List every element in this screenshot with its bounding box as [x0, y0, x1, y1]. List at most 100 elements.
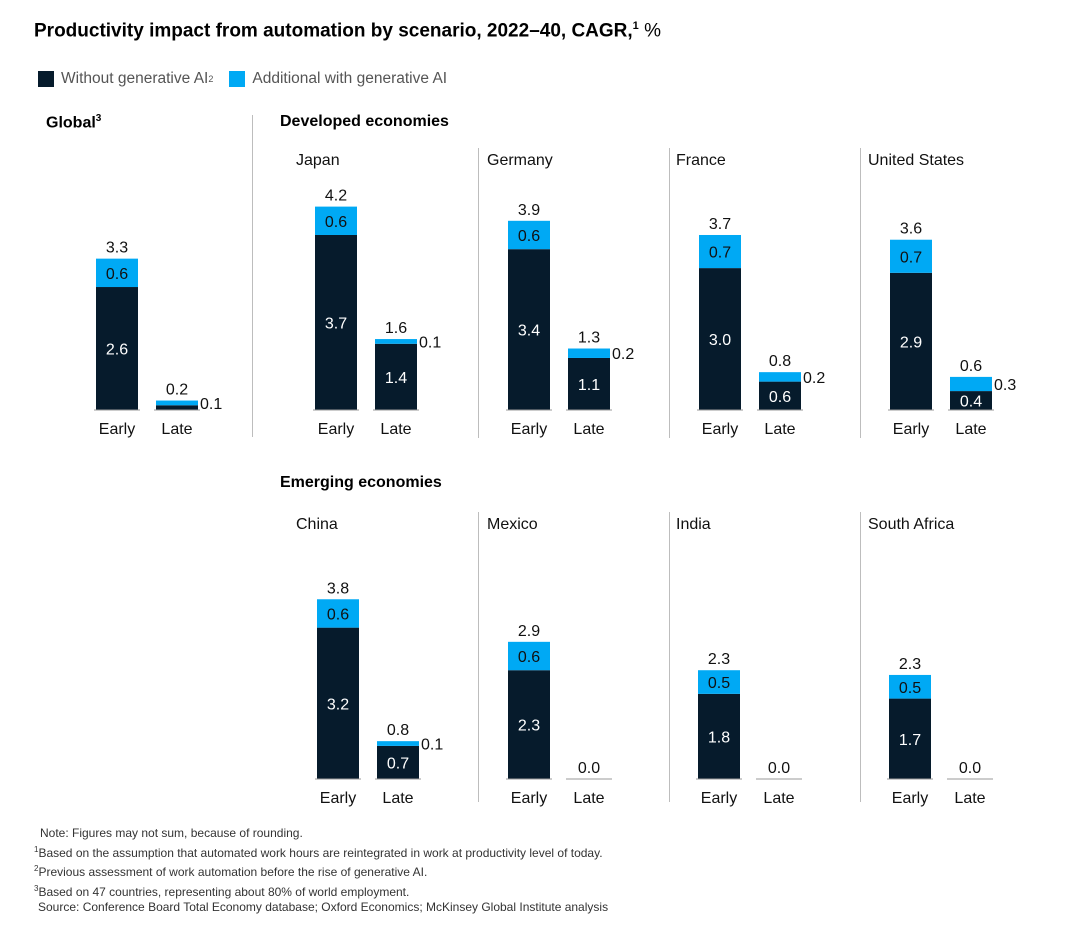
panel-title-united-states: United States	[868, 152, 964, 169]
bar-global-late-addon	[156, 400, 198, 406]
bar-japan-late-total-label: 1.6	[385, 320, 407, 337]
bar-france-late-addon	[759, 372, 801, 382]
bar-united-states-late-base	[950, 391, 992, 410]
footnote-1: 1Based on the assumption that automated …	[34, 844, 603, 860]
bar-global-early-addon-label: 0.6	[106, 266, 128, 283]
bar-germany-late-addon	[568, 348, 610, 358]
bar-mexico-early-total-label: 2.9	[518, 623, 540, 640]
bar-china-early-addon-label: 0.6	[327, 606, 349, 623]
bar-mexico-late-category-label: Late	[573, 790, 604, 807]
bar-mexico-early-addon	[508, 641, 550, 671]
bar-south-africa-late-category-label: Late	[954, 790, 985, 807]
bar-south-africa-early-total-label: 2.3	[899, 656, 921, 673]
legend-item-additional-genai: Additional with generative AI	[229, 70, 447, 88]
bar-global-early-addon	[96, 258, 138, 288]
bar-south-africa-early-addon-label: 0.5	[899, 680, 921, 697]
bar-france-early-base-label: 3.0	[709, 332, 731, 349]
chart-title-text: Productivity impact from automation by s…	[34, 20, 633, 42]
bar-germany-early-total-label: 3.9	[518, 202, 540, 219]
bar-india-early-total-label: 2.3	[708, 651, 730, 668]
bar-china-late-base-label: 0.7	[387, 755, 409, 772]
chart-title-unit: %	[644, 20, 661, 42]
panel-title-japan: Japan	[296, 152, 340, 169]
bar-japan-early-addon-label: 0.6	[325, 214, 347, 231]
bar-japan-late-addon-label: 0.1	[419, 334, 441, 351]
bar-germany-early-base	[508, 249, 550, 410]
bar-mexico-early-base	[508, 670, 550, 779]
bar-france-early-addon	[699, 234, 741, 269]
panel-title-mexico: Mexico	[487, 516, 538, 533]
bar-france-early-category-label: Early	[702, 421, 738, 438]
bar-united-states-early-addon	[890, 239, 932, 273]
bar-china-late-addon-label: 0.1	[421, 737, 443, 754]
bar-global-late-base	[156, 405, 198, 410]
panel-title-south-africa: South Africa	[868, 516, 954, 533]
bar-germany-early-addon-label: 0.6	[518, 228, 540, 245]
bar-south-africa-late-total-label: 0.0	[959, 760, 981, 777]
group-title-emerging: Emerging economies	[280, 474, 442, 491]
footnote-3: 3Based on 47 countries, representing abo…	[34, 883, 410, 899]
footnote-2-text: Previous assessment of work automation b…	[38, 865, 428, 879]
bar-united-states-late-category-label: Late	[955, 421, 986, 438]
legend-footnote-ref: 2	[208, 74, 214, 84]
bar-india-early-addon	[698, 670, 740, 694]
bar-united-states-late-base-label: 0.4	[960, 394, 982, 411]
legend-label-without-genai: Without generative AI	[61, 70, 209, 87]
footnote-note: Note: Figures may not sum, because of ro…	[40, 826, 303, 840]
bar-mexico-late-total-label: 0.0	[578, 760, 600, 777]
footnote-3-text: Based on 47 countries, representing abou…	[38, 884, 410, 899]
panel-title-germany: Germany	[487, 152, 553, 169]
bar-germany-late-base-label: 1.1	[578, 377, 600, 394]
bar-china-early-addon	[317, 599, 359, 628]
chart-title-footnote-ref: 1	[632, 20, 639, 32]
footnote-1-text: Based on the assumption that automated w…	[38, 845, 603, 860]
bar-mexico-early-addon-label: 0.6	[518, 649, 540, 666]
bar-japan-late-base	[375, 343, 417, 410]
bar-united-states-early-addon-label: 0.7	[900, 249, 922, 266]
legend-label-additional-genai: Additional with generative AI	[252, 70, 448, 87]
bar-china-early-total-label: 3.8	[327, 580, 349, 597]
bar-china-late-base	[377, 745, 419, 779]
separator-mexico-india	[669, 512, 670, 802]
bar-france-early-addon-label: 0.7	[709, 245, 731, 262]
separator-global	[252, 115, 253, 437]
group-title-global-footnote-ref: 3	[95, 113, 102, 124]
footnotes: Note: Figures may not sum, because of ro…	[34, 826, 608, 916]
bar-germany-late-base	[568, 357, 610, 410]
bar-united-states-late-total-label: 0.6	[960, 358, 982, 375]
bar-south-africa-early-addon	[889, 674, 931, 699]
bar-germany-early-category-label: Early	[511, 421, 547, 438]
group-title-global: Global3	[46, 113, 101, 132]
bar-china-late-addon	[377, 741, 419, 746]
bar-germany-late-category-label: Late	[573, 421, 604, 438]
bar-japan-late-category-label: Late	[380, 421, 411, 438]
bar-germany-late-addon-label: 0.2	[612, 346, 634, 363]
bar-india-late-category-label: Late	[763, 790, 794, 807]
bar-japan-early-addon	[315, 206, 357, 235]
legend-swatch-dark	[38, 71, 54, 87]
bar-global-early-base	[96, 287, 138, 410]
bar-china-early-category-label: Early	[320, 790, 356, 807]
bar-global-late-category-label: Late	[161, 421, 192, 438]
bar-france-late-total-label: 0.8	[769, 353, 791, 370]
legend-swatch-blue	[229, 71, 246, 87]
bar-mexico-early-category-label: Early	[511, 790, 547, 807]
separator-france-us	[860, 148, 861, 438]
bar-united-states-early-category-label: Early	[893, 421, 929, 438]
bar-france-early-base	[699, 268, 741, 410]
bar-united-states-late-addon-label: 0.3	[994, 377, 1016, 394]
legend: Without generative AI 2 Additional with g…	[38, 70, 463, 88]
group-title-developed: Developed economies	[280, 113, 449, 130]
bar-south-africa-early-base-label: 1.7	[899, 732, 921, 749]
bar-france-early-total-label: 3.7	[709, 216, 731, 233]
bar-global-early-base-label: 2.6	[106, 342, 128, 359]
bar-france-late-base-label: 0.6	[769, 389, 791, 406]
bar-china-early-base-label: 3.2	[327, 696, 349, 713]
bar-france-late-addon-label: 0.2	[803, 370, 825, 387]
bar-united-states-early-base	[890, 272, 932, 410]
bar-global-early-category-label: Early	[99, 421, 135, 438]
bar-china-early-base	[317, 627, 359, 779]
bar-japan-early-base	[315, 234, 357, 410]
panel-title-china: China	[296, 516, 338, 533]
